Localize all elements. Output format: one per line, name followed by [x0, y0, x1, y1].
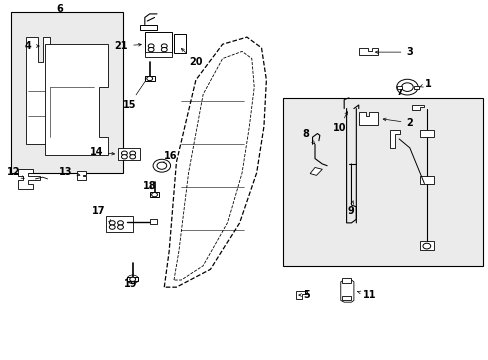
- Circle shape: [161, 48, 167, 52]
- Text: 13: 13: [59, 167, 80, 177]
- Circle shape: [422, 243, 430, 249]
- Text: 11: 11: [357, 290, 376, 300]
- Polygon shape: [358, 48, 377, 55]
- Bar: [413, 86, 418, 89]
- Text: 18: 18: [142, 181, 156, 192]
- Text: 4: 4: [25, 41, 39, 51]
- Bar: [11, 12, 122, 173]
- Bar: [419, 176, 433, 184]
- Bar: [419, 130, 433, 137]
- Text: 1: 1: [419, 78, 431, 89]
- Bar: [149, 192, 159, 197]
- Text: 14: 14: [89, 147, 114, 157]
- Polygon shape: [118, 148, 140, 160]
- Polygon shape: [26, 37, 50, 144]
- Bar: [283, 98, 482, 266]
- Bar: [341, 296, 351, 300]
- Text: 10: 10: [332, 112, 347, 133]
- Circle shape: [153, 159, 170, 172]
- Bar: [419, 241, 433, 249]
- Polygon shape: [411, 105, 424, 111]
- Text: 17: 17: [92, 206, 111, 222]
- Text: 7: 7: [396, 87, 403, 98]
- Text: 16: 16: [163, 151, 177, 165]
- Circle shape: [148, 44, 154, 48]
- Bar: [174, 33, 186, 53]
- Circle shape: [117, 221, 123, 225]
- Text: 8: 8: [302, 129, 314, 144]
- Bar: [144, 76, 154, 81]
- Text: 21: 21: [115, 41, 141, 51]
- Polygon shape: [77, 171, 86, 180]
- Circle shape: [161, 44, 167, 48]
- Text: 5: 5: [298, 290, 309, 300]
- Bar: [144, 32, 171, 53]
- Text: 2: 2: [383, 118, 412, 128]
- Circle shape: [151, 193, 157, 197]
- Text: 12: 12: [7, 167, 24, 179]
- Circle shape: [396, 79, 417, 95]
- Circle shape: [129, 277, 135, 282]
- Circle shape: [121, 151, 127, 156]
- Circle shape: [129, 155, 135, 159]
- Polygon shape: [295, 291, 306, 298]
- Bar: [144, 53, 171, 57]
- Polygon shape: [358, 112, 377, 125]
- Text: 3: 3: [375, 47, 412, 57]
- Circle shape: [117, 225, 123, 229]
- Circle shape: [129, 151, 135, 156]
- Circle shape: [401, 83, 412, 91]
- Bar: [140, 25, 157, 30]
- Circle shape: [157, 162, 166, 169]
- Polygon shape: [45, 44, 108, 155]
- Polygon shape: [389, 130, 399, 148]
- Circle shape: [146, 76, 152, 81]
- Text: 9: 9: [346, 201, 353, 216]
- Text: 20: 20: [181, 49, 202, 67]
- Circle shape: [109, 225, 115, 229]
- Polygon shape: [106, 216, 132, 232]
- Bar: [341, 278, 351, 283]
- Polygon shape: [340, 280, 353, 302]
- Bar: [149, 219, 157, 224]
- Bar: [127, 277, 138, 282]
- Polygon shape: [309, 167, 322, 175]
- Circle shape: [148, 48, 154, 52]
- Text: 6: 6: [56, 4, 63, 14]
- Circle shape: [121, 155, 127, 159]
- Polygon shape: [19, 169, 40, 189]
- Text: 15: 15: [122, 77, 147, 110]
- Circle shape: [109, 221, 115, 225]
- Text: 19: 19: [123, 279, 137, 289]
- Bar: [396, 86, 401, 89]
